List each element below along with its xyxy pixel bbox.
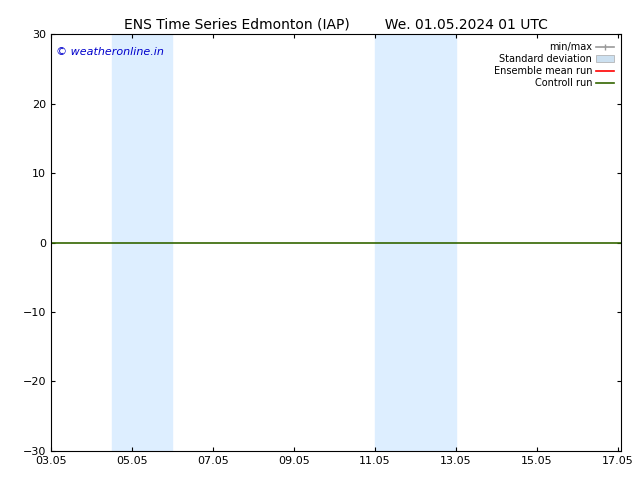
Title: ENS Time Series Edmonton (IAP)        We. 01.05.2024 01 UTC: ENS Time Series Edmonton (IAP) We. 01.05… xyxy=(124,18,548,32)
Text: © weatheronline.in: © weatheronline.in xyxy=(56,47,164,57)
Legend: min/max, Standard deviation, Ensemble mean run, Controll run: min/max, Standard deviation, Ensemble me… xyxy=(491,39,616,91)
Bar xyxy=(112,34,172,451)
Bar xyxy=(375,34,456,451)
